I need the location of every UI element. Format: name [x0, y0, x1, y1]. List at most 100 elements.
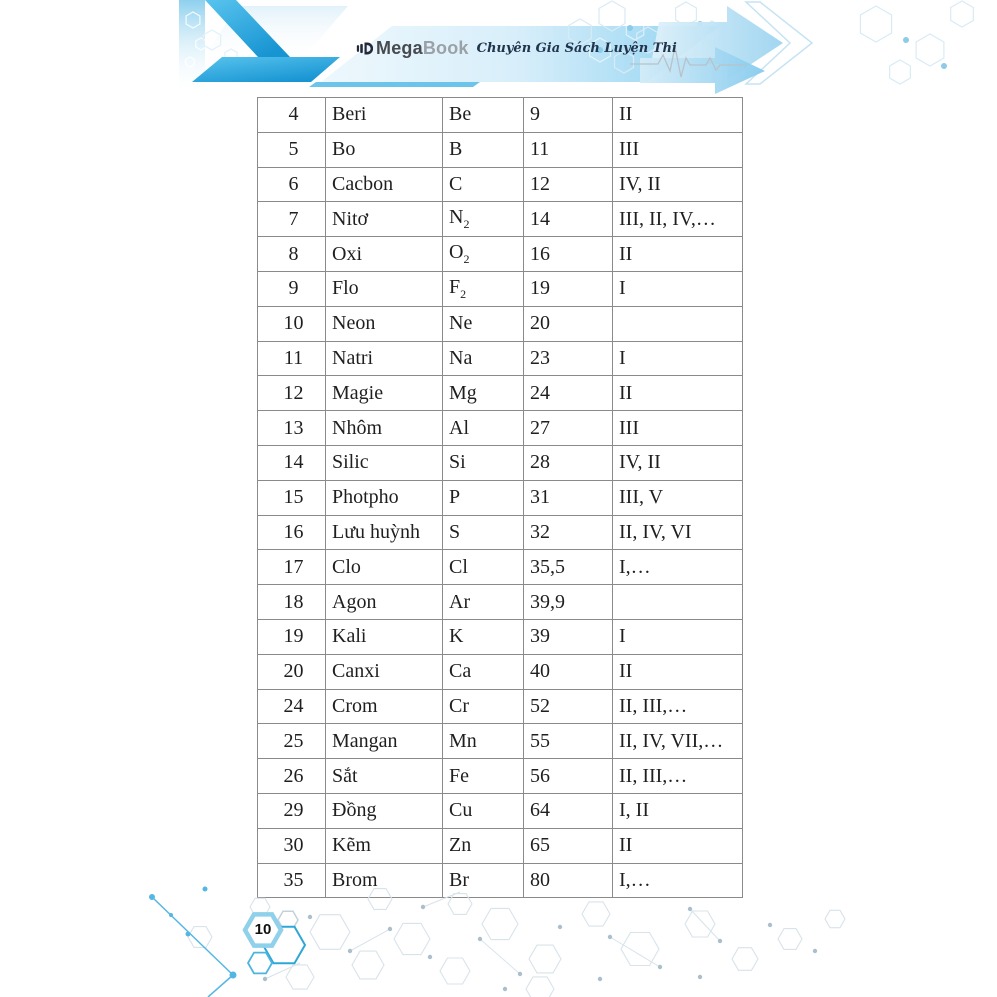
table-row: 12 Magie Mg 24 II [257, 375, 743, 412]
cell-atomic-number: 15 [257, 479, 326, 516]
arrow-outline-icon [744, 1, 814, 85]
cell-atomic-mass: 39 [523, 618, 613, 655]
table-row: 9 Flo F2 19 I [257, 270, 743, 307]
connector-line [349, 928, 391, 952]
dot-icon [597, 976, 603, 982]
hexagon-icon [824, 909, 846, 929]
hexagon-icon [588, 37, 612, 63]
footer-decoration [149, 886, 846, 997]
dot-icon [347, 948, 353, 954]
cell-atomic-mass: 14 [523, 201, 613, 238]
cell-symbol: Si [442, 444, 524, 481]
cell-element-name: Clo [325, 549, 443, 586]
cell-atomic-number: 10 [257, 305, 326, 342]
cell-atomic-number: 20 [257, 653, 326, 690]
hexagon-icon [447, 893, 473, 915]
dot-icon [517, 971, 523, 977]
cell-valence: I,… [612, 862, 743, 899]
hexagon-icon [625, 19, 645, 41]
dot-icon [229, 971, 237, 979]
cell-valence: IV, II [612, 444, 743, 481]
cell-atomic-number: 30 [257, 827, 326, 864]
cell-atomic-mass: 64 [523, 792, 613, 829]
table-row: 8 Oxi O2 16 II [257, 236, 743, 272]
cell-atomic-mass: 56 [523, 758, 613, 794]
ribbon-diagonal [205, 0, 290, 57]
connector-line [207, 974, 234, 997]
hexagon-icon [481, 907, 519, 941]
dot-icon [202, 886, 208, 892]
table-row: 35 Brom Br 80 I,… [257, 862, 743, 899]
brand-name-book: Book [422, 37, 469, 58]
cell-atomic-mass: 31 [523, 479, 613, 516]
cell-valence: III [612, 131, 743, 168]
cell-atomic-number: 6 [257, 166, 326, 203]
table-row: 18 Agon Ar 39,9 [257, 584, 743, 620]
cell-symbol: Cu [442, 792, 524, 829]
cell-atomic-number: 14 [257, 444, 326, 481]
dot-icon [262, 976, 268, 982]
cell-atomic-mass: 35,5 [523, 549, 613, 586]
cell-valence: I [612, 270, 743, 307]
cell-atomic-number: 16 [257, 514, 326, 551]
elements-table-body: 4 Beri Be 9 II 5 Bo B 11 III 6 Cacbon C 12 IV, II 7 Nitơ… [257, 97, 743, 899]
dot-icon [149, 894, 155, 900]
table-row: 14 Silic Si 28 IV, II [257, 444, 743, 481]
dot-icon [420, 904, 426, 910]
cell-valence: III, V [612, 479, 743, 516]
table-row: 4 Beri Be 9 II [257, 97, 743, 133]
cell-symbol: K [442, 618, 524, 655]
table-row: 15 Photpho P 31 III, V [257, 479, 743, 516]
heartbeat-line-icon [630, 46, 746, 78]
cell-symbol: Zn [442, 827, 524, 864]
cell-symbol: Cr [442, 688, 524, 725]
cell-atomic-mass: 32 [523, 514, 613, 551]
hexagon-icon [950, 0, 974, 28]
cell-element-name: Flo [325, 270, 443, 307]
cell-atomic-number: 4 [257, 97, 326, 133]
cell-atomic-mass: 9 [523, 97, 613, 133]
cell-symbol: Ca [442, 653, 524, 690]
cell-element-name: Đồng [325, 792, 443, 829]
strip-hexagon-outlines [185, 11, 207, 68]
cell-valence: II, III,… [612, 758, 743, 794]
footer-faint-lines [264, 891, 721, 980]
page-number: 10 [254, 921, 272, 938]
ribbon-arm [192, 57, 340, 82]
table-row: 13 Nhôm Al 27 III [257, 410, 743, 446]
cell-valence: II [612, 653, 743, 690]
cell-element-name: Sắt [325, 758, 443, 794]
table-row: 19 Kali K 39 I [257, 618, 743, 655]
table-row: 10 Neon Ne 20 [257, 305, 743, 342]
connector-line [609, 936, 661, 968]
cell-atomic-number: 18 [257, 584, 326, 620]
cell-element-name: Beri [325, 97, 443, 133]
cell-element-name: Brom [325, 862, 443, 899]
cell-atomic-number: 12 [257, 375, 326, 412]
hexagon-icon [246, 951, 274, 975]
hexagon-icon [195, 37, 207, 51]
cell-atomic-number: 35 [257, 862, 326, 899]
cell-valence: II, III,… [612, 688, 743, 725]
connector-line [689, 908, 721, 942]
hexagon-icon [598, 0, 626, 32]
cell-symbol: Mg [442, 375, 524, 412]
hexagon-icon [185, 11, 201, 29]
connector-line [422, 891, 461, 908]
hexagon-icon [915, 33, 945, 67]
table-row: 25 Mangan Mn 55 II, IV, VII,… [257, 723, 743, 760]
table-row: 7 Nitơ N2 14 III, II, IV,… [257, 201, 743, 238]
cell-atomic-number: 29 [257, 792, 326, 829]
brand-tagline: Chuyên Gia Sách Luyện Thi [476, 40, 677, 56]
hexagon-icon [684, 910, 716, 938]
hexagon-icon [777, 928, 803, 950]
hexagon-icon [859, 5, 893, 43]
hexagon-icon [351, 950, 385, 980]
footer-bright-dots [149, 886, 237, 979]
dot-icon [657, 964, 663, 970]
cell-atomic-mass: 28 [523, 444, 613, 481]
cell-atomic-number: 8 [257, 236, 326, 272]
cell-atomic-number: 5 [257, 131, 326, 168]
footer-bright-lines [151, 896, 234, 997]
cell-valence: I, II [612, 792, 743, 829]
